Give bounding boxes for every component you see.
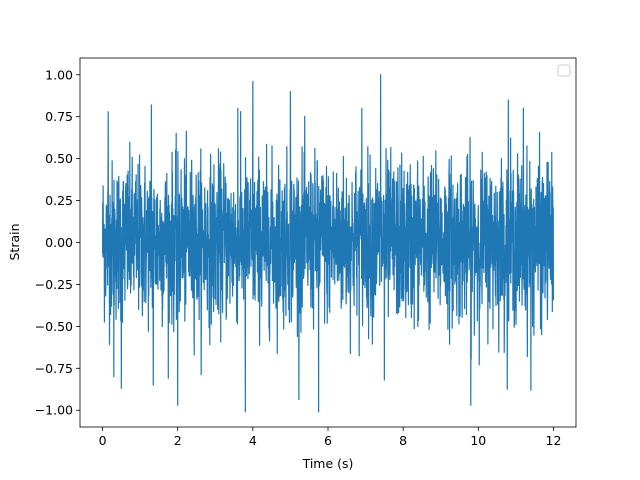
y-axis-ticks: −1.00 −0.75 −0.50 −0.25 0.00 0.25 0.50 0.75 1.00 bbox=[35, 67, 80, 418]
x-tick-label: 0 bbox=[99, 433, 107, 448]
y-axis-label: Strain bbox=[7, 223, 22, 260]
y-tick-label: 0.00 bbox=[45, 235, 73, 250]
x-axis-ticks: 0 2 4 6 8 10 12 bbox=[99, 427, 562, 448]
x-tick-label: 2 bbox=[174, 433, 182, 448]
x-tick-label: 12 bbox=[546, 433, 562, 448]
y-tick-label: 0.50 bbox=[45, 151, 73, 166]
y-tick-label: −0.50 bbox=[35, 319, 73, 334]
x-tick-label: 10 bbox=[470, 433, 486, 448]
y-tick-label: −1.00 bbox=[35, 403, 73, 418]
x-axis-label: Time (s) bbox=[302, 456, 354, 471]
x-tick-label: 8 bbox=[399, 433, 407, 448]
legend-box bbox=[557, 64, 571, 77]
y-tick-label: 0.75 bbox=[45, 109, 73, 124]
y-tick-label: 1.00 bbox=[45, 67, 73, 82]
y-tick-label: −0.25 bbox=[35, 277, 73, 292]
x-tick-label: 4 bbox=[249, 433, 257, 448]
y-tick-label: 0.25 bbox=[45, 193, 73, 208]
strain-series-line bbox=[101, 74, 555, 413]
series-layer bbox=[101, 74, 555, 413]
x-tick-label: 6 bbox=[324, 433, 332, 448]
y-tick-label: −0.75 bbox=[35, 361, 73, 376]
